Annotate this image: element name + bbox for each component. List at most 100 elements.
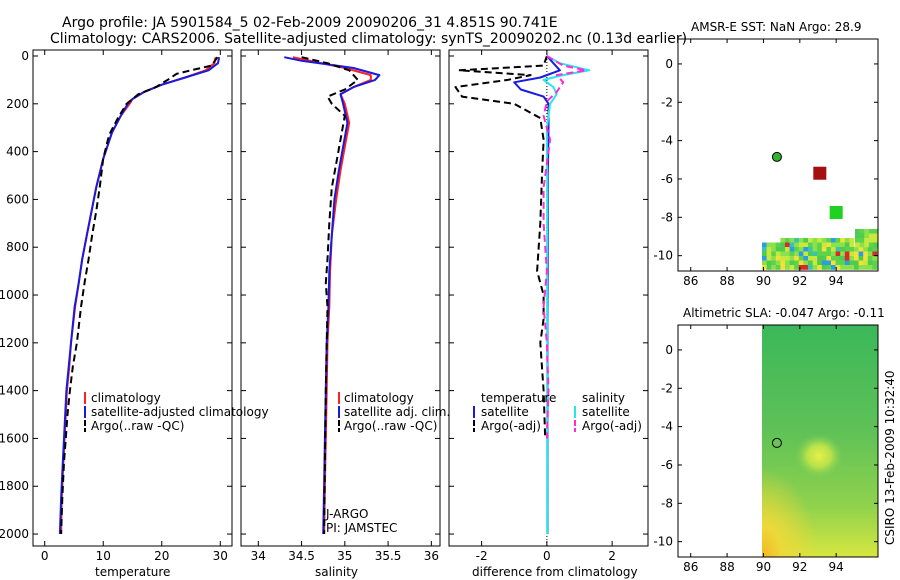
sst-heatmap-cell xyxy=(808,242,813,248)
y-tick-label: 2000 xyxy=(0,527,29,541)
legend-label-argo: Argo(..raw -QC) xyxy=(91,419,184,433)
sst-heatmap-cell xyxy=(826,242,832,248)
sst-heatmap-cell xyxy=(835,242,841,248)
lat-tick-label: -8 xyxy=(661,210,673,224)
sst-heatmap-cell xyxy=(812,238,818,243)
sst-heatmap-cell xyxy=(794,260,800,266)
lon-tick-label: 88 xyxy=(719,560,734,574)
series-line-climatology xyxy=(292,56,372,535)
sst-heatmap-cell xyxy=(855,242,860,248)
lon-tick-label: 90 xyxy=(756,560,771,574)
sst-heatmap-cell xyxy=(831,238,836,243)
sst-heatmap-cell xyxy=(863,265,869,270)
sst-heatmap-cell xyxy=(771,260,777,266)
difference-x-axis-label: difference from climatology xyxy=(472,565,638,579)
sst-heatmap-cell xyxy=(771,265,777,270)
sst-heatmap-cell xyxy=(867,260,873,266)
sst-heatmap-cell xyxy=(831,265,836,270)
sla-argo-position-marker xyxy=(771,437,782,448)
sst-heatmap-cell xyxy=(762,256,767,261)
legend-label-sal-argo: Argo(-adj) xyxy=(582,419,642,433)
sst-heatmap-cell xyxy=(798,238,804,243)
lat-tick-label: -6 xyxy=(661,458,673,472)
sst-heatmap-cell xyxy=(817,238,823,243)
sst-heatmap-cell xyxy=(855,238,860,243)
sst-heatmap-cell xyxy=(840,260,846,266)
sst-point-marker xyxy=(813,166,827,180)
sst-heatmap-cell xyxy=(803,260,809,266)
sst-heatmap-cell xyxy=(817,260,823,266)
y-tick-label: 0 xyxy=(21,49,29,63)
sst-heatmap-cell xyxy=(826,256,832,261)
sst-heatmap-cell xyxy=(840,242,846,248)
legend-heading-salinity: salinity xyxy=(582,391,625,405)
sst-heatmap-cell xyxy=(855,233,860,239)
sst-heatmap-cell xyxy=(821,251,827,257)
sst-heatmap-cell xyxy=(821,265,827,270)
series-line-satellite-adjusted-climatology xyxy=(58,57,221,535)
sst-heatmap-cell xyxy=(849,247,855,252)
x-tick-label: 0 xyxy=(41,549,49,563)
sst-heatmap-cell xyxy=(771,256,777,261)
sst-heatmap-cell xyxy=(762,242,767,248)
y-tick-label: 800 xyxy=(6,240,29,254)
sst-heatmap-cell xyxy=(789,238,795,243)
sst-heatmap-cell xyxy=(868,242,874,248)
sst-heatmap-cell xyxy=(835,247,841,252)
sst-heatmap-cell xyxy=(864,229,870,234)
legend-label-satellite-adj: satellite adj. clim. xyxy=(344,405,450,419)
sst-heatmap-cell xyxy=(798,265,804,270)
sst-map-frame xyxy=(677,38,879,272)
x-tick-label: 20 xyxy=(154,549,169,563)
sst-heatmap-cell xyxy=(780,256,786,261)
sst-heatmap-cell xyxy=(854,247,859,252)
series-line-temperature-satellite xyxy=(513,55,561,534)
x-tick-label: 30 xyxy=(213,549,228,563)
sst-heatmap-cell xyxy=(817,247,823,252)
sst-heatmap-cell xyxy=(844,256,850,261)
sst-heatmap-cell xyxy=(798,256,804,261)
sst-heatmap-cell xyxy=(812,265,818,270)
lat-tick-label: -8 xyxy=(661,496,673,510)
sst-heatmap-cell xyxy=(849,265,855,270)
sst-heatmap-cell xyxy=(812,256,818,261)
sst-map-title: AMSR-E SST: NaN Argo: 28.9 xyxy=(691,20,861,34)
sst-heatmap-cell xyxy=(771,242,777,248)
sst-heatmap-cell xyxy=(844,265,850,270)
sst-heatmap-cell xyxy=(771,247,777,252)
x-tick-label: 34.5 xyxy=(288,549,315,563)
sst-heatmap-cell xyxy=(831,251,836,257)
sst-heatmap-cell xyxy=(821,256,827,261)
difference-axes: -2 0 2 xyxy=(449,50,648,563)
sst-heatmap-cell xyxy=(826,260,832,266)
sst-heatmap-cell xyxy=(798,242,804,248)
sst-heatmap-cell xyxy=(766,265,772,270)
sst-heatmap-cell xyxy=(844,242,850,248)
sst-heatmap-cell xyxy=(858,256,864,261)
sst-heatmap-cell xyxy=(826,247,832,252)
sst-heatmap-cell xyxy=(873,233,879,239)
sst-heatmap-cell xyxy=(872,265,878,270)
sst-heatmap-cell xyxy=(855,229,860,234)
sst-heatmap-cell xyxy=(849,242,855,248)
sst-heatmap-cell xyxy=(817,265,823,270)
sst-heatmap-cell xyxy=(803,251,809,257)
sst-heatmap-cell xyxy=(831,242,836,248)
lat-tick-label: -2 xyxy=(661,381,673,395)
sst-point-marker xyxy=(829,206,843,220)
sst-heatmap-cell xyxy=(873,229,879,234)
sst-heatmap-cell xyxy=(785,251,790,257)
sst-heatmap-cell xyxy=(844,251,850,257)
sst-heatmap-cell xyxy=(812,242,818,248)
sst-heatmap-cell xyxy=(835,260,841,266)
sst-heatmap-cell xyxy=(872,247,878,252)
sst-heatmap-cell xyxy=(858,247,864,252)
difference-legend: temperature satellite Argo(-adj) salinit… xyxy=(473,391,642,433)
sst-heatmap-cell xyxy=(835,251,841,257)
sst-heatmap-cell xyxy=(766,242,772,248)
sst-heatmap-cell xyxy=(817,251,823,257)
x-tick-label: 36 xyxy=(424,549,439,563)
y-tick-label: 1600 xyxy=(0,431,29,445)
temperature-axes: 0 10 20 30 0 200 400 600 800 1000 1200 1400 1600 1800… xyxy=(0,49,232,563)
sst-heatmap-cell xyxy=(840,238,846,243)
